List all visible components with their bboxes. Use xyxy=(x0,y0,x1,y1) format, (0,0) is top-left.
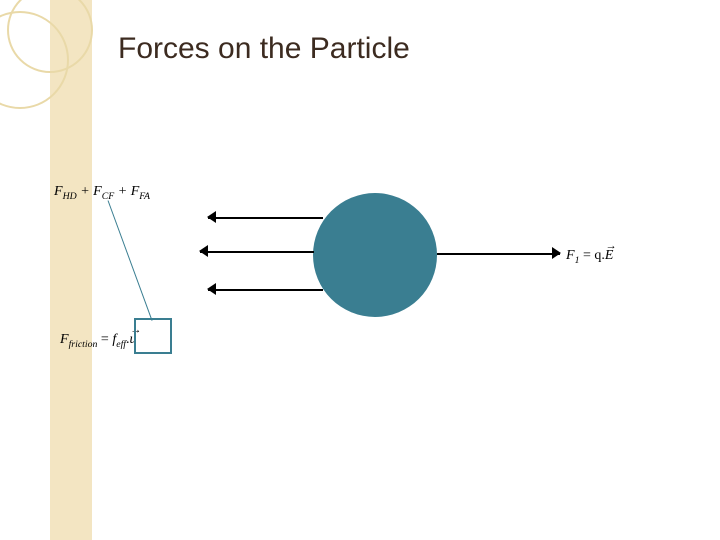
formula-sum-forces: FHD + FCF + FFA xyxy=(54,184,150,202)
particle-circle xyxy=(313,193,437,317)
highlight-box-feff xyxy=(134,318,172,354)
formula-friction: Ffriction = feff.u xyxy=(60,332,137,350)
formula-f1: F1 = q.E xyxy=(566,248,613,266)
pointer-line xyxy=(108,200,153,320)
slide-decoration xyxy=(0,0,95,540)
slide-title: Forces on the Particle xyxy=(118,32,410,66)
